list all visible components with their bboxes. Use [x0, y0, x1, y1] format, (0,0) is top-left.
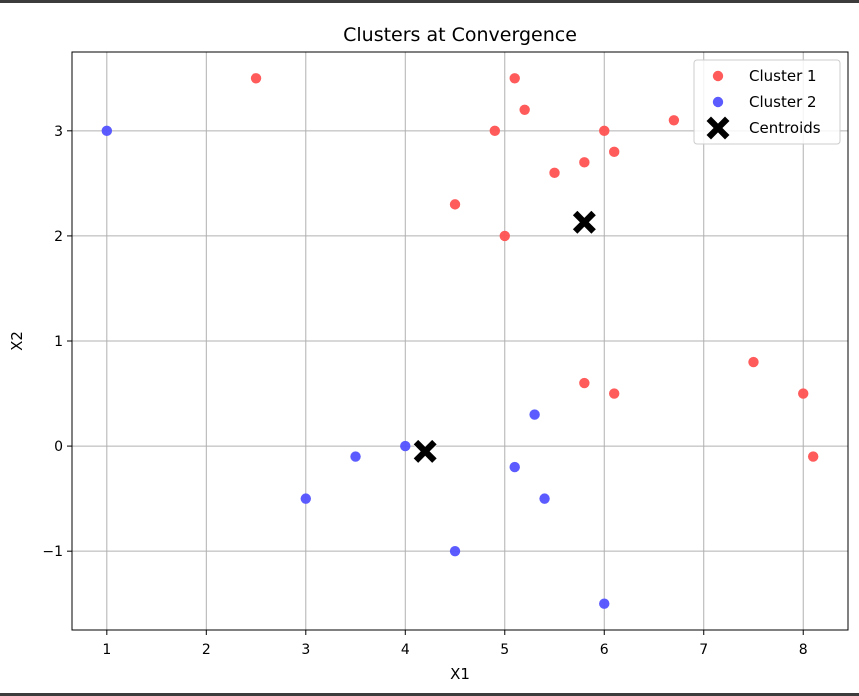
axis-ticks: 1 2 3 4 5 6 7 8 −1 0 1 2 3	[42, 124, 807, 658]
y-axis-label: X2	[8, 331, 26, 351]
cluster-2-point	[300, 493, 311, 504]
cluster-1-point	[489, 125, 501, 137]
legend-centroid-marker	[705, 115, 731, 141]
cluster-1-point	[549, 167, 560, 179]
legend: Cluster 1 Cluster 2 Centroids	[693, 59, 841, 145]
y-tick-label: −1	[42, 544, 63, 560]
y-tick-label: 0	[54, 439, 63, 455]
cluster-2-point	[529, 409, 540, 420]
cluster-1-point	[609, 146, 620, 158]
legend-centroids-label: Centroids	[749, 119, 821, 137]
cluster-1-point	[798, 388, 809, 399]
cluster-1-point	[250, 73, 262, 84]
cluster-2-point	[509, 461, 520, 473]
cluster-1-point	[579, 157, 590, 168]
cluster-2-point	[350, 451, 361, 462]
x-tick-label: 6	[600, 642, 609, 658]
x-axis-label: X1	[450, 665, 470, 683]
y-tick-label: 2	[54, 229, 63, 245]
cluster-1-point	[668, 115, 680, 126]
cluster-2-point	[449, 545, 461, 557]
legend-cluster-1-marker	[712, 70, 724, 82]
cluster-1-point	[599, 125, 610, 137]
cluster-2-point	[400, 440, 411, 452]
x-tick-label: 5	[500, 642, 509, 658]
x-tick-label: 4	[401, 642, 410, 658]
x-tick-label: 8	[799, 642, 808, 658]
cluster-2-point	[101, 125, 113, 137]
centroid-marker	[571, 209, 597, 235]
cluster-1-point	[807, 451, 819, 462]
window-bottom-border	[0, 693, 859, 696]
cluster-2-point	[599, 598, 610, 609]
legend-box	[693, 59, 841, 145]
centroid-marker	[412, 438, 438, 464]
window-top-border	[0, 0, 859, 3]
cluster-1-point	[748, 356, 759, 368]
cluster-1-point	[609, 388, 620, 399]
x-tick-label: 3	[301, 642, 310, 658]
cluster-1-point	[449, 199, 461, 210]
x-tick-label: 1	[102, 642, 111, 658]
x-tick-label: 7	[699, 642, 708, 658]
cluster-1-point	[509, 73, 520, 84]
legend-cluster-1-label: Cluster 1	[749, 67, 817, 85]
cluster-1-point	[519, 104, 530, 116]
y-tick-label: 1	[54, 334, 63, 350]
cluster-1-point	[499, 230, 510, 242]
legend-cluster-2-marker	[712, 96, 724, 108]
cluster-1-point	[579, 377, 590, 389]
chart-title: Clusters at Convergence	[343, 24, 577, 46]
y-tick-label: 3	[54, 124, 63, 140]
legend-cluster-2-label: Cluster 2	[749, 93, 817, 111]
data-points	[101, 73, 819, 609]
x-tick-label: 2	[202, 642, 211, 658]
cluster-2-point	[539, 493, 550, 504]
